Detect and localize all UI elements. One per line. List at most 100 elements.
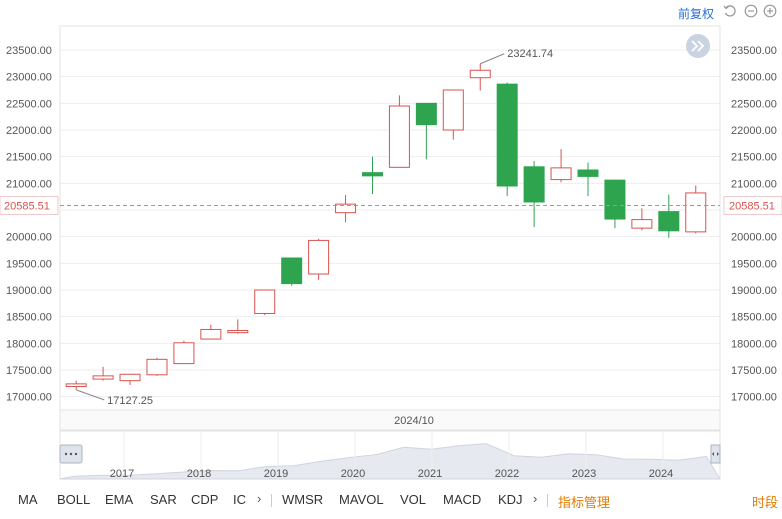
y-tick-label: 18000.00 [731,338,777,350]
indicator-bar: MA BOLL EMA SAR CDP IC › WMSR MAVOL VOL … [0,486,782,514]
candle-body [523,166,545,203]
candle [335,195,357,223]
candle-body [577,169,599,177]
y-tick-label: 17500.00 [6,365,52,377]
y-tick-label: 21000.00 [731,178,777,190]
candle [146,357,168,376]
candle-body [65,383,87,388]
indicator-mavol[interactable]: MAVOL [339,492,384,507]
candle [631,208,653,231]
divider [271,494,272,507]
y-tick-label: 17000.00 [731,392,777,404]
candle [415,102,437,160]
chevron-right-icon[interactable]: › [257,491,262,506]
max-label: 23241.74 [507,48,553,60]
candle [65,380,87,390]
y-tick-label: 18500.00 [6,312,52,324]
last-price-line: 20585.51 20585.51 [0,195,782,215]
indicator-macd[interactable]: MACD [443,492,482,507]
period-button[interactable]: 时段 [752,495,779,510]
undo-icon[interactable] [723,4,737,18]
y-tick-label: 21500.00 [6,152,52,164]
indicator-ema[interactable]: EMA [105,492,134,507]
candle [604,179,626,229]
y-tick-label: 23000.00 [731,72,777,84]
chart-toolbar: 前复权 [0,0,782,26]
indicator-ic[interactable]: IC [233,492,246,507]
candle-body [254,289,276,314]
indicator-vol[interactable]: VOL [400,492,427,507]
y-tick-label: 22000.00 [731,125,777,137]
candlestick-chart[interactable]: 17000.00 17500.00 18000.00 18500.00 19000.00… [0,0,782,486]
navigator-year-label: 2020 [341,468,365,480]
y-tick-label: 22500.00 [731,98,777,110]
y-tick-label: 22000.00 [6,125,52,137]
y-tick-label: 19000.00 [731,285,777,297]
navigator-year-label: 2022 [495,468,519,480]
candles [65,63,707,390]
indicator-manage-button[interactable]: 指标管理 [558,495,611,510]
zoom-in-icon[interactable] [763,4,777,18]
candle-body [469,69,491,79]
candle [523,160,545,228]
y-tick-label: 20000.00 [6,232,52,244]
y-axis-left: 17000.00 17500.00 18000.00 18500.00 19000.00… [6,45,52,404]
candle [550,149,572,183]
candle-body [92,375,114,380]
indicator-boll[interactable]: BOLL [57,492,91,507]
candle [361,156,383,194]
y-tick-label: 19000.00 [6,285,52,297]
navigator-right-handle [710,444,721,464]
navigator-year-label: 2018 [187,468,211,480]
candle-body [415,102,437,126]
y-tick-label: 23500.00 [731,45,777,57]
candle [281,257,303,286]
y-axis-right: 17000.00 17500.00 18000.00 18500.00 19000.00… [731,45,777,404]
y-tick-label: 21000.00 [6,178,52,190]
indicator-cdp[interactable]: CDP [191,492,219,507]
candle [388,95,410,168]
candle [496,82,518,197]
indicator-ma[interactable]: MA [18,492,38,507]
range-navigator[interactable]: 2017 2018 2019 2020 2021 2022 2023 2024 [59,430,721,480]
indicator-sar[interactable]: SAR [150,492,177,507]
collapse-panel-button[interactable] [686,34,710,58]
chevron-right-icon[interactable]: › [533,491,538,506]
candle [469,63,491,91]
price-label-right: 20585.51 [729,200,775,212]
navigator-year-label: 2024 [649,468,673,480]
navigator-year-label: 2021 [418,468,442,480]
divider [547,494,548,507]
candle-body [496,83,518,187]
max-pointer [480,53,505,65]
zoom-out-icon[interactable] [744,4,758,18]
candle [685,185,707,234]
y-tick-label: 20000.00 [731,232,777,244]
candle [200,324,222,340]
indicator-wmsr[interactable]: WMSR [282,492,324,507]
candle-body [308,239,330,275]
candle [119,373,141,385]
candle-body [604,179,626,220]
candle [227,319,249,334]
y-tick-label: 19500.00 [731,258,777,270]
min-pointer [75,389,105,401]
candle [173,340,195,365]
y-tick-label: 23500.00 [6,45,52,57]
min-label: 17127.25 [107,395,153,407]
annotations: 23241.74 17127.25 [75,48,553,407]
navigator-area [59,443,721,480]
adjust-mode-link[interactable]: 前复权 [677,7,714,21]
candle-body [361,172,383,177]
indicator-kdj[interactable]: KDJ [498,492,523,507]
x-axis-label: 2024/10 [394,415,434,427]
price-badge-right [723,195,782,215]
price-label-left: 20585.51 [4,200,50,212]
candle-body [173,342,195,365]
candle-body [200,328,222,340]
candle-body [119,373,141,382]
candle-body [146,358,168,376]
navigator-year-label: 2017 [110,468,134,480]
candle-body [442,89,464,131]
candle-body [685,192,707,233]
